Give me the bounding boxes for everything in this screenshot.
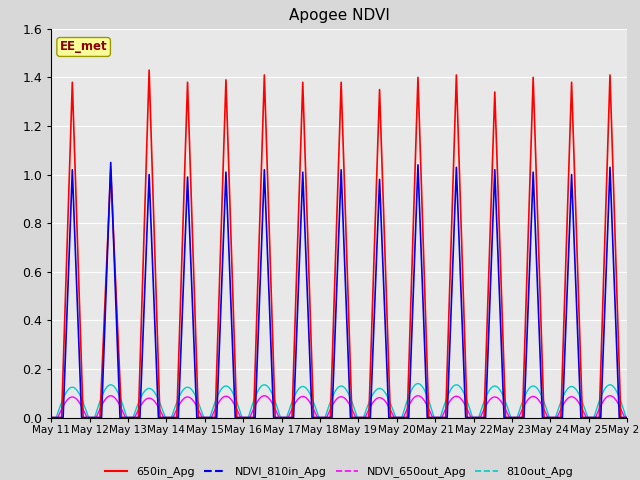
650in_Apg [623, 415, 631, 420]
Text: EE_met: EE_met [60, 40, 108, 53]
650in_Apg [263, 153, 271, 158]
NDVI_650out_Apg [107, 393, 115, 398]
810out_Apg [171, 406, 179, 412]
Legend: 650in_Apg, NDVI_810in_Apg, NDVI_650out_Apg, 810out_Apg: 650in_Apg, NDVI_810in_Apg, NDVI_650out_A… [100, 462, 578, 480]
650in_Apg [171, 415, 179, 420]
NDVI_650out_Apg [419, 396, 427, 402]
NDVI_810in_Apg [171, 415, 179, 420]
Line: NDVI_650out_Apg: NDVI_650out_Apg [51, 396, 627, 418]
810out_Apg [501, 397, 509, 403]
NDVI_650out_Apg [623, 415, 631, 420]
NDVI_650out_Apg [263, 394, 271, 399]
810out_Apg [164, 415, 172, 420]
810out_Apg [47, 415, 55, 420]
650in_Apg [501, 389, 509, 395]
NDVI_650out_Apg [164, 415, 172, 420]
NDVI_650out_Apg [47, 415, 55, 420]
650in_Apg [164, 415, 172, 420]
650in_Apg [621, 415, 629, 420]
NDVI_810in_Apg [47, 415, 55, 420]
NDVI_810in_Apg [623, 415, 631, 420]
NDVI_650out_Apg [621, 415, 629, 420]
810out_Apg [263, 383, 271, 389]
810out_Apg [414, 381, 422, 386]
Line: NDVI_810in_Apg: NDVI_810in_Apg [51, 162, 627, 418]
NDVI_810in_Apg [501, 415, 509, 420]
810out_Apg [623, 415, 631, 420]
Line: 810out_Apg: 810out_Apg [51, 384, 627, 418]
NDVI_810in_Apg [263, 235, 271, 241]
650in_Apg [145, 67, 153, 73]
NDVI_810in_Apg [621, 415, 629, 420]
650in_Apg [419, 230, 427, 236]
NDVI_810in_Apg [107, 159, 115, 165]
810out_Apg [419, 384, 427, 390]
Title: Apogee NDVI: Apogee NDVI [289, 9, 390, 24]
NDVI_810in_Apg [419, 297, 427, 302]
Line: 650in_Apg: 650in_Apg [51, 70, 627, 418]
810out_Apg [621, 412, 629, 418]
NDVI_650out_Apg [501, 405, 509, 410]
NDVI_650out_Apg [171, 411, 179, 417]
650in_Apg [47, 415, 55, 420]
NDVI_810in_Apg [164, 415, 172, 420]
